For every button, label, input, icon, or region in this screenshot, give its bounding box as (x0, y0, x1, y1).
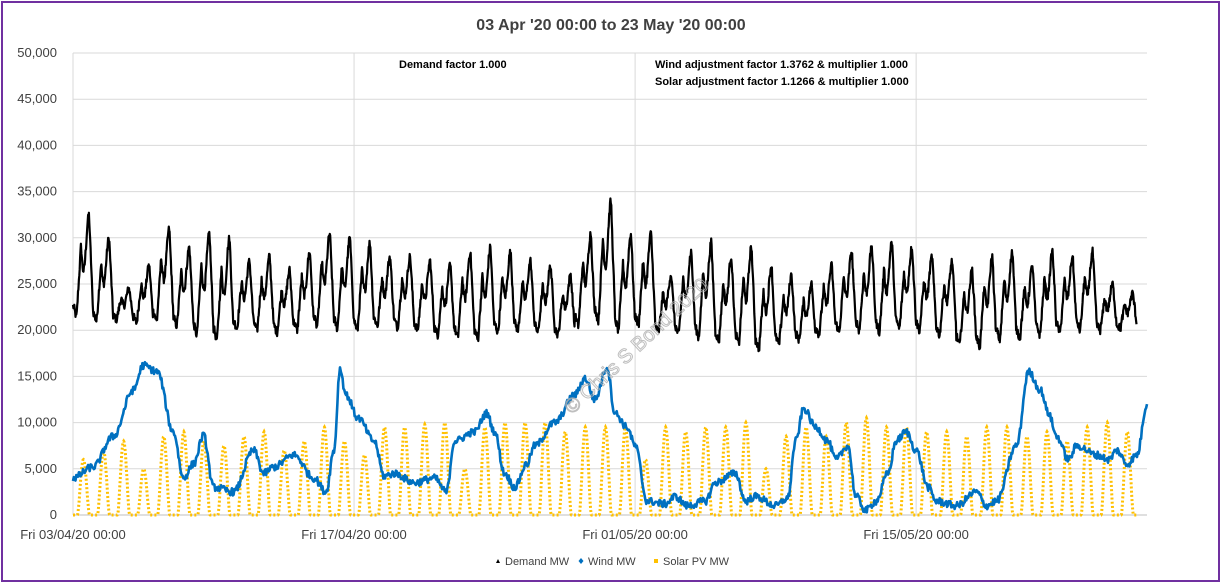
wind-line (71, 360, 1149, 514)
series-demand (71, 197, 1138, 353)
legend-label: Solar PV MW (663, 556, 730, 568)
legend-marker-wind (578, 558, 584, 564)
y-tick-label: 25,000 (17, 276, 57, 291)
legend-label: Wind MW (588, 556, 636, 568)
y-tick-label: 15,000 (17, 368, 57, 383)
y-tick-label: 10,000 (17, 415, 57, 430)
y-tick-label: 45,000 (17, 91, 57, 106)
y-tick-label: 40,000 (17, 137, 57, 152)
x-tick-label: Fri 17/04/20 00:00 (301, 527, 407, 542)
x-tick-label: Fri 03/04/20 00:00 (20, 527, 126, 542)
grid (72, 52, 1147, 516)
annotation-wind: Wind adjustment factor 1.3762 & multipli… (655, 59, 908, 71)
x-axis-ticks: Fri 03/04/20 00:00 Fri 17/04/20 00:00 Fri … (20, 527, 969, 542)
y-tick-label: 30,000 (17, 230, 57, 245)
demand-line (71, 197, 1138, 353)
solar-line (73, 414, 1137, 517)
chart-title: 03 Apr '20 00:00 to 23 May '20 00:00 (476, 17, 745, 34)
y-tick-label: 50,000 (17, 45, 57, 60)
y-tick-label: 0 (50, 507, 57, 522)
legend-marker-demand (496, 559, 500, 563)
y-tick-label: 20,000 (17, 322, 57, 337)
annotation-solar: Solar adjustment factor 1.1266 & multipl… (655, 76, 909, 88)
watermark: © Chris S Bond 2020 (560, 274, 713, 418)
x-tick-label: Fri 01/05/20 00:00 (582, 527, 688, 542)
y-axis-ticks: 0 5,000 10,000 15,000 20,000 25,000 30,000 35,0… (17, 45, 57, 522)
y-tick-label: 35,000 (17, 184, 57, 199)
series-wind (71, 360, 1149, 514)
x-tick-label: Fri 15/05/20 00:00 (863, 527, 969, 542)
legend: Demand MW Wind MW Solar PV MW (496, 556, 730, 568)
series-solar (73, 414, 1137, 517)
legend-marker-solar (654, 559, 658, 563)
y-tick-label: 5,000 (24, 461, 57, 476)
annotation-demand: Demand factor 1.000 (399, 59, 507, 71)
legend-label: Demand MW (505, 556, 570, 568)
